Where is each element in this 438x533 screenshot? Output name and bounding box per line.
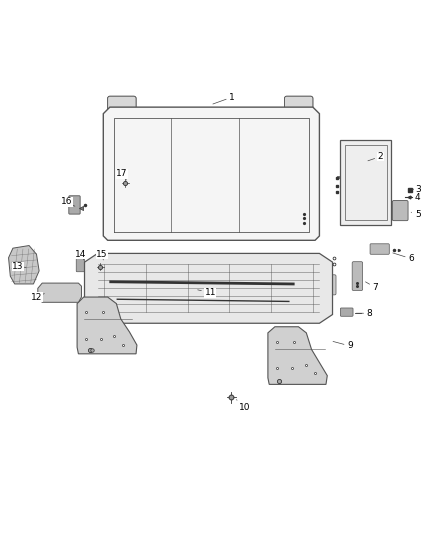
FancyBboxPatch shape: [392, 200, 408, 221]
FancyBboxPatch shape: [290, 206, 312, 237]
Polygon shape: [268, 327, 327, 384]
Text: 17: 17: [117, 169, 128, 180]
Polygon shape: [9, 246, 39, 284]
FancyBboxPatch shape: [106, 204, 122, 231]
Text: 6: 6: [393, 253, 414, 263]
Text: 9: 9: [333, 342, 353, 351]
Text: 2: 2: [368, 152, 383, 161]
Text: 14: 14: [75, 250, 86, 260]
FancyBboxPatch shape: [108, 96, 136, 111]
FancyBboxPatch shape: [285, 96, 313, 111]
FancyBboxPatch shape: [108, 96, 136, 111]
Polygon shape: [103, 107, 319, 240]
FancyBboxPatch shape: [322, 275, 336, 295]
Polygon shape: [340, 140, 392, 225]
Polygon shape: [38, 283, 81, 302]
Text: 13: 13: [12, 262, 26, 271]
Text: 5: 5: [411, 209, 420, 219]
FancyBboxPatch shape: [352, 262, 363, 290]
Polygon shape: [77, 297, 137, 354]
Text: 15: 15: [96, 250, 108, 260]
Text: 3: 3: [412, 185, 420, 193]
Text: 8: 8: [356, 309, 372, 318]
FancyBboxPatch shape: [69, 196, 80, 214]
FancyBboxPatch shape: [370, 244, 389, 254]
FancyBboxPatch shape: [340, 308, 353, 316]
FancyBboxPatch shape: [116, 211, 127, 226]
Polygon shape: [85, 253, 332, 323]
Text: 16: 16: [61, 197, 75, 206]
FancyBboxPatch shape: [76, 253, 85, 272]
Text: 12: 12: [31, 293, 44, 302]
Text: 10: 10: [237, 400, 250, 411]
Text: 1: 1: [213, 93, 235, 104]
Text: 11: 11: [198, 288, 216, 297]
FancyBboxPatch shape: [285, 96, 313, 111]
Text: 7: 7: [365, 282, 378, 292]
Text: 4: 4: [411, 193, 420, 202]
